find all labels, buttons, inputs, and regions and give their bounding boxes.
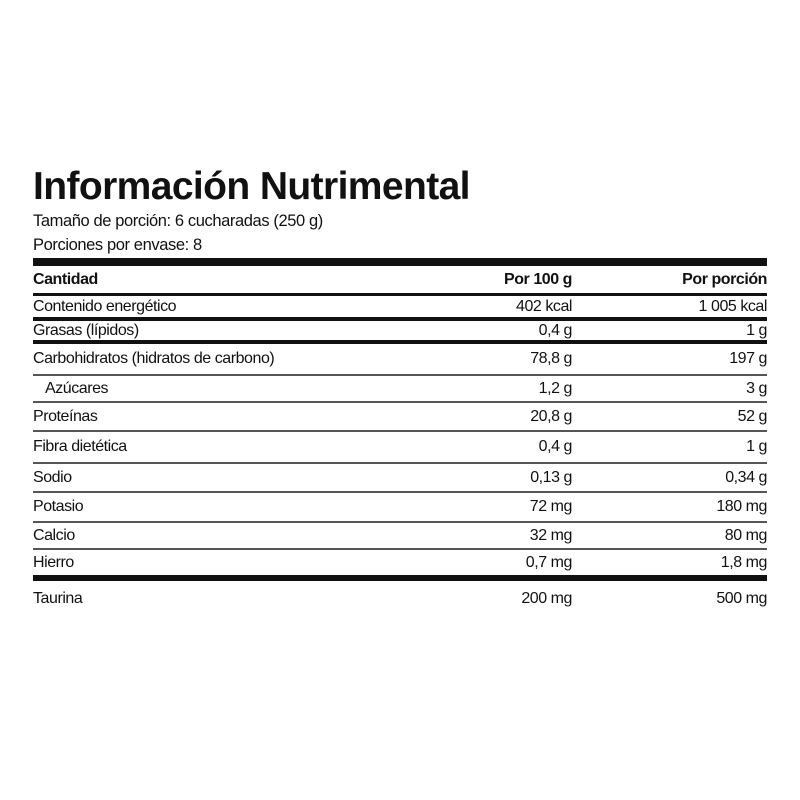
label-title: Información Nutrimental: [33, 165, 471, 208]
nutrient-name: Sodio: [33, 468, 72, 486]
value-per-100g: 20,8 g: [530, 407, 572, 425]
value-per-serving: 197 g: [729, 350, 767, 367]
value-per-100g: 0,4 g: [538, 321, 573, 339]
table-row: Grasas (lípidos) 0,4 g 1 g: [33, 321, 767, 344]
value-per-100g: 78,8 g: [530, 350, 572, 367]
value-per-serving: 52 g: [737, 407, 768, 425]
header-per-serving: Por porción: [682, 270, 767, 288]
nutrient-name: Proteínas: [33, 407, 98, 425]
nutrition-label: Información Nutrimental Tamaño de porció…: [33, 165, 767, 617]
nutrient-name: Fibra dietética: [33, 438, 127, 455]
value-per-100g: 200 mg: [521, 590, 572, 607]
header-quantity: Cantidad: [33, 270, 98, 288]
table-row: Proteínas 20,8 g 52 g: [33, 403, 767, 432]
value-per-serving: 1 g: [746, 321, 767, 339]
table-row: Hierro 0,7 mg 1,8 mg: [33, 550, 767, 581]
nutrient-name: Potasio: [33, 498, 84, 515]
nutrient-name: Grasas (lípidos): [33, 321, 139, 339]
nutrient-name: Hierro: [33, 553, 74, 571]
table-row: Calcio 32 mg 80 mg: [33, 523, 767, 550]
table-row: Carbohidratos (hidratos de carbono) 78,8 …: [33, 344, 767, 376]
table-row: Taurina 200 mg 500 mg: [33, 581, 767, 617]
value-per-100g: 72 mg: [529, 498, 573, 515]
value-per-serving: 1 g: [746, 438, 767, 455]
nutrient-name: Contenido energético: [33, 297, 177, 315]
nutrient-name: Taurina: [33, 590, 83, 607]
value-per-serving: 0,34 g: [725, 468, 767, 486]
nutrient-name: Calcio: [33, 526, 75, 544]
value-per-serving: 1 005 kcal: [698, 297, 768, 315]
value-per-serving: 500 mg: [716, 590, 767, 607]
value-per-100g: 402 kcal: [516, 297, 572, 315]
table-row: Potasio 72 mg 180 mg: [33, 493, 767, 523]
value-per-100g: 0,4 g: [538, 438, 573, 455]
value-per-serving: 180 mg: [716, 498, 767, 515]
servings-per-container: Porciones por envase: 8: [33, 236, 202, 254]
value-per-serving: 80 mg: [724, 526, 768, 544]
value-per-serving: 3 g: [746, 379, 767, 397]
nutrient-name: Carbohidratos (hidratos de carbono): [33, 350, 275, 367]
thick-divider: [33, 258, 767, 266]
serving-size: Tamaño de porción: 6 cucharadas (250 g): [33, 212, 323, 230]
table-row: Contenido energético 402 kcal 1 005 kcal: [33, 296, 767, 321]
value-per-100g: 1,2 g: [538, 379, 573, 397]
table-header: Cantidad Por 100 g Por porción: [33, 266, 767, 296]
nutrient-name: Azúcares: [45, 379, 109, 397]
header-per-100g: Por 100 g: [504, 270, 572, 288]
value-per-100g: 32 mg: [529, 526, 573, 544]
value-per-100g: 0,7 mg: [525, 553, 573, 571]
value-per-serving: 1,8 mg: [720, 553, 768, 571]
table-row: Azúcares 1,2 g 3 g: [33, 376, 767, 403]
table-row: Sodio 0,13 g 0,34 g: [33, 464, 767, 493]
value-per-100g: 0,13 g: [530, 468, 572, 486]
table-row: Fibra dietética 0,4 g 1 g: [33, 432, 767, 464]
